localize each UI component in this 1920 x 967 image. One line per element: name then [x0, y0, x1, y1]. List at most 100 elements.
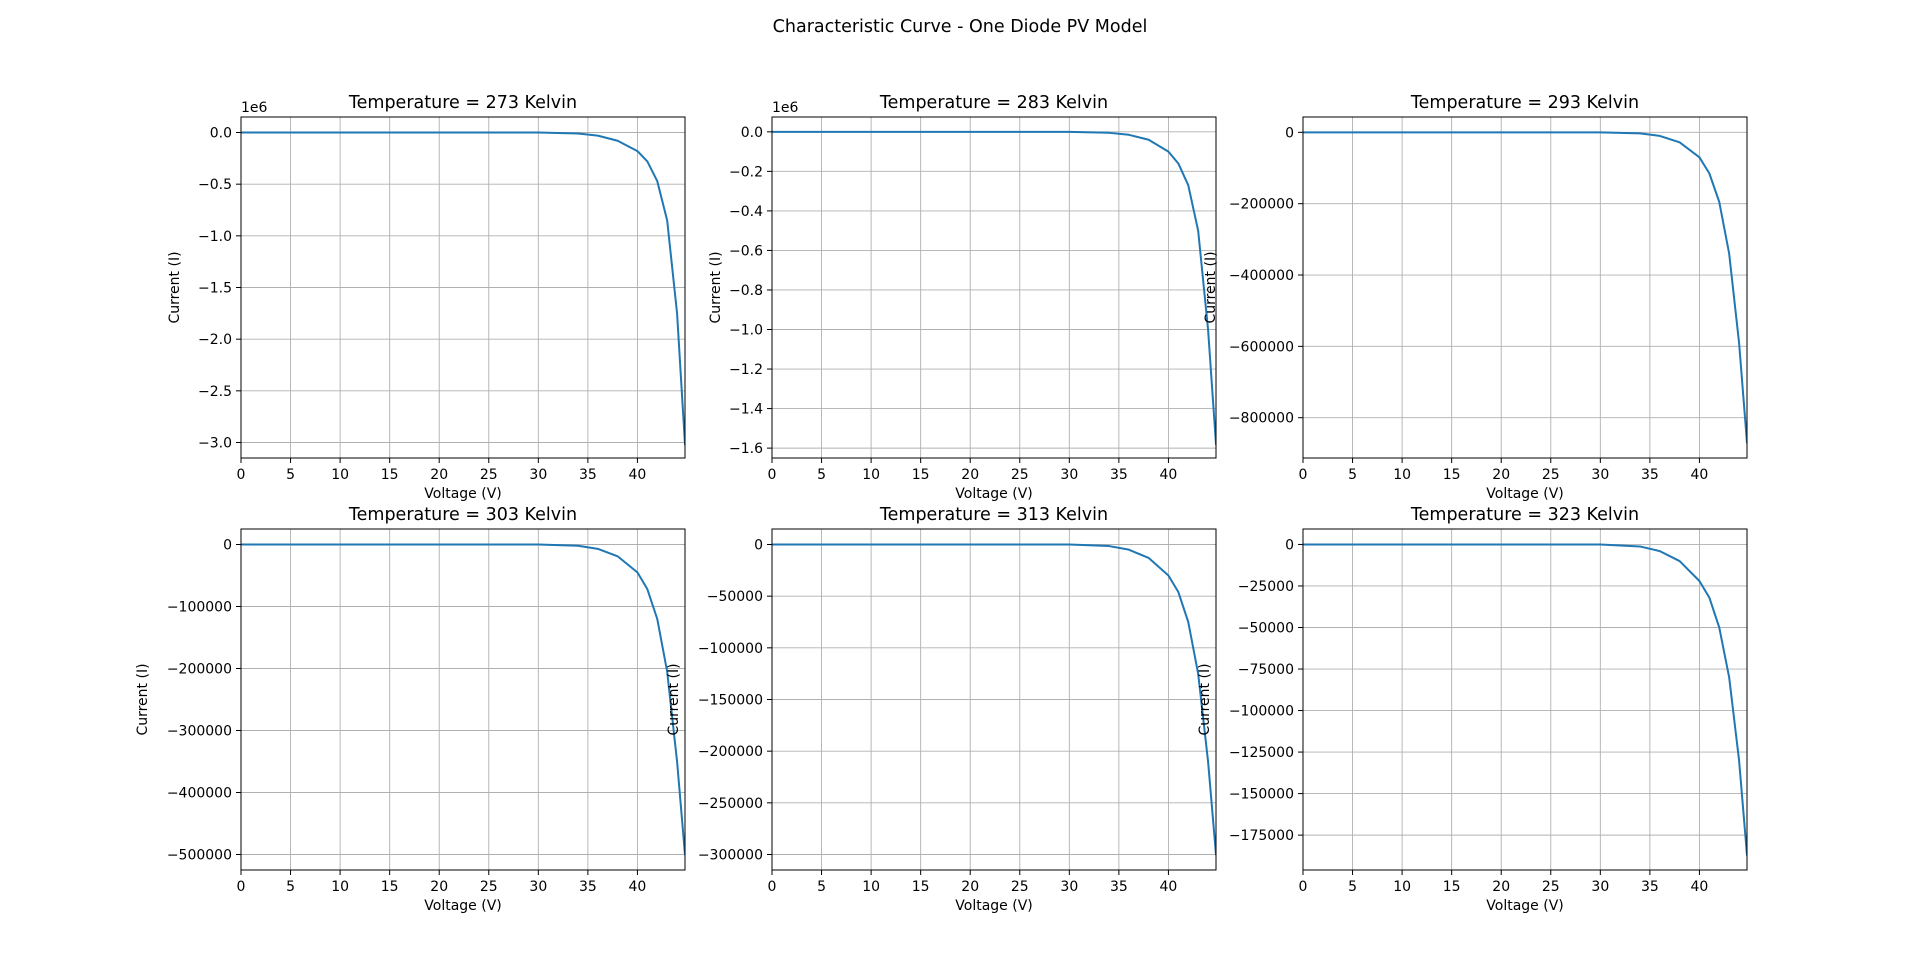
- y-tick-label: −0.8: [729, 283, 763, 299]
- y-tick-label: −75000: [1238, 662, 1294, 678]
- subplot-1: 0 5 10 15 20 25 30 35 40 0.0 −0.5 −1.0 −1.5 −2.0 −2.5 −…: [167, 93, 686, 502]
- y-tick-label: −1.0: [729, 323, 763, 339]
- y-tick-label: −200000: [698, 744, 763, 760]
- y-tick-label: −400000: [167, 786, 232, 802]
- y-tick-label: −300000: [167, 724, 232, 740]
- y-axis-label: Current (I): [708, 251, 724, 323]
- subplot-title: Temperature = 303 Kelvin: [348, 505, 577, 525]
- y-tick-label: −1.6: [729, 441, 763, 457]
- subplot-title: Temperature = 273 Kelvin: [348, 93, 577, 113]
- x-tick-label: 35: [1110, 879, 1128, 895]
- y-tick-label: −175000: [1229, 828, 1294, 844]
- x-tick-label: 15: [381, 879, 399, 895]
- y-tick-label: −150000: [1229, 787, 1294, 803]
- x-tick-label: 25: [1011, 467, 1029, 483]
- y-tick-label: −50000: [1238, 620, 1294, 636]
- y-tick-label: −2.5: [198, 384, 232, 400]
- x-tick-label: 5: [817, 467, 826, 483]
- y-axis-label: Current (I): [666, 663, 682, 735]
- y-axis-label: Current (I): [167, 251, 183, 323]
- x-tick-label: 30: [1591, 879, 1609, 895]
- x-axis-label: Voltage (V): [955, 486, 1032, 502]
- x-tick-label: 40: [1691, 467, 1709, 483]
- x-tick-label: 40: [629, 467, 647, 483]
- x-tick-label: 30: [529, 467, 547, 483]
- subplot-title: Temperature = 313 Kelvin: [879, 505, 1108, 525]
- x-tick-label: 10: [1393, 879, 1411, 895]
- y-tick-label: −1.5: [198, 281, 232, 297]
- x-tick-label: 20: [961, 879, 979, 895]
- x-tick-label: 0: [237, 879, 246, 895]
- x-axis-label: Voltage (V): [424, 486, 501, 502]
- y-tick-label: −0.5: [198, 177, 232, 193]
- y-tick-label: −0.2: [729, 164, 763, 180]
- y-tick-label: −500000: [167, 848, 232, 864]
- y-tick-label: −800000: [1229, 411, 1294, 427]
- subplot-3: 0 5 10 15 20 25 30 35 40 0 −200000 −400000 −600000 −8…: [1203, 93, 1748, 502]
- x-axis-label: Voltage (V): [1486, 486, 1563, 502]
- y-tick-label: −3.0: [198, 436, 232, 452]
- y-tick-label: −2.0: [198, 332, 232, 348]
- y-tick-label: −250000: [698, 796, 763, 812]
- x-tick-label: 30: [1060, 467, 1078, 483]
- x-tick-label: 25: [1011, 879, 1029, 895]
- x-tick-label: 0: [768, 879, 777, 895]
- x-tick-label: 5: [1348, 467, 1357, 483]
- axes-frame: [1302, 528, 1748, 871]
- y-tick-label: 0: [1285, 537, 1294, 553]
- y-tick-label: 0: [1285, 125, 1294, 141]
- x-tick-label: 15: [381, 467, 399, 483]
- x-tick-label: 20: [430, 879, 448, 895]
- subplot-5: 0 5 10 15 20 25 30 35 40 0 −50000 −100000 −150000 −20…: [666, 505, 1217, 914]
- x-tick-label: 20: [1492, 879, 1510, 895]
- x-tick-label: 30: [529, 879, 547, 895]
- y-tick-label: −400000: [1229, 268, 1294, 284]
- x-tick-label: 10: [331, 879, 349, 895]
- x-tick-label: 5: [286, 879, 295, 895]
- y-tick-label: 0.0: [741, 125, 763, 141]
- iv-curve-line: [241, 543, 685, 856]
- y-tick-label: −25000: [1238, 579, 1294, 595]
- axes-frame: [240, 528, 686, 871]
- x-tick-label: 35: [579, 879, 597, 895]
- x-tick-label: 10: [331, 467, 349, 483]
- y-axis-label: Current (I): [1203, 251, 1219, 323]
- axes-frame: [771, 116, 1217, 459]
- x-tick-label: 20: [1492, 467, 1510, 483]
- axes-frame: [1302, 116, 1748, 459]
- y-tick-label: −0.4: [729, 204, 763, 220]
- iv-curve-line: [1303, 543, 1747, 857]
- subplot-title: Temperature = 283 Kelvin: [879, 93, 1108, 113]
- x-tick-label: 40: [1160, 467, 1178, 483]
- y-tick-label: −1.4: [729, 402, 763, 418]
- x-tick-label: 40: [629, 879, 647, 895]
- y-tick-label: −125000: [1229, 745, 1294, 761]
- y-tick-label: −150000: [698, 693, 763, 709]
- x-axis-label: Voltage (V): [955, 898, 1032, 914]
- x-tick-label: 35: [1641, 467, 1659, 483]
- y-tick-label: −100000: [1229, 704, 1294, 720]
- x-tick-label: 15: [912, 879, 930, 895]
- x-tick-label: 20: [430, 467, 448, 483]
- y-offset-label: 1e6: [772, 100, 799, 116]
- y-tick-label: −0.6: [729, 243, 763, 259]
- y-tick-label: −600000: [1229, 339, 1294, 355]
- x-tick-label: 25: [480, 467, 498, 483]
- x-tick-label: 10: [1393, 467, 1411, 483]
- x-tick-label: 40: [1160, 879, 1178, 895]
- x-axis-label: Voltage (V): [424, 898, 501, 914]
- x-tick-label: 40: [1691, 879, 1709, 895]
- x-tick-label: 20: [961, 467, 979, 483]
- y-offset-label: 1e6: [241, 100, 268, 116]
- x-tick-label: 5: [286, 467, 295, 483]
- x-tick-label: 15: [1443, 467, 1461, 483]
- x-tick-label: 5: [1348, 879, 1357, 895]
- x-axis-label: Voltage (V): [1486, 898, 1563, 914]
- iv-curve-line: [772, 543, 1216, 856]
- iv-curve-line: [1303, 131, 1747, 444]
- x-tick-label: 0: [1299, 879, 1308, 895]
- figure-suptitle: Characteristic Curve - One Diode PV Mode…: [773, 17, 1148, 37]
- x-tick-label: 10: [862, 467, 880, 483]
